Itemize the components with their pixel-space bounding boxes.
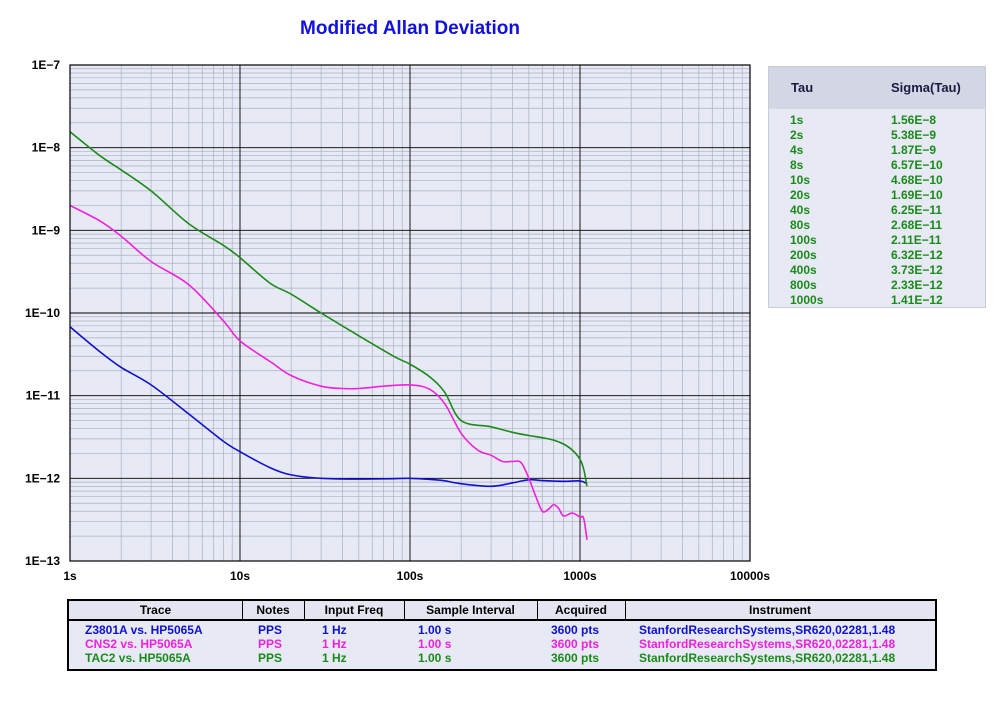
trace-cell: 1.00 s: [418, 623, 452, 637]
sigma-value: 3.73E−12: [891, 263, 943, 277]
tau-value: 100s: [790, 233, 817, 247]
trace-col-header: Trace: [69, 601, 242, 619]
tau-row: 40s 6.25E−11: [769, 202, 985, 217]
series-line-2: [69, 131, 588, 487]
tau-row: 800s 2.33E−12: [769, 277, 985, 292]
sigma-value: 1.56E−8: [891, 113, 937, 127]
trace-cell: PPS: [258, 623, 283, 637]
trace-cell: 1 Hz: [322, 637, 347, 651]
tau-row: 4s 1.87E−9: [769, 142, 985, 157]
tau-row: 1000s 1.41E−12: [769, 292, 985, 307]
trace-cell: 1 Hz: [322, 623, 347, 637]
sigma-value: 1.69E−10: [891, 188, 943, 202]
y-tick-label: 1E−8: [32, 141, 61, 155]
chart-title: Modified Allan Deviation: [300, 18, 520, 39]
x-tick-label: 10s: [230, 569, 250, 583]
sigma-header: Sigma(Tau): [891, 80, 961, 95]
sigma-value: 1.41E−12: [891, 293, 943, 307]
trace-row: TAC2 vs. HP5065A PPS 1 Hz 1.00 s 3600 pts Sta…: [69, 651, 935, 666]
trace-cell: CNS2 vs. HP5065A: [85, 637, 193, 651]
sigma-value: 4.68E−10: [891, 173, 943, 187]
trace-cell: TAC2 vs. HP5065A: [85, 651, 191, 665]
sigma-value: 1.87E−9: [891, 143, 937, 157]
trace-col-header: Input Freq: [304, 601, 404, 619]
tau-row: 20s 1.69E−10: [769, 187, 985, 202]
trace-cell: 3600 pts: [551, 637, 600, 651]
sigma-value: 2.11E−11: [891, 233, 942, 247]
tau-value: 4s: [790, 143, 804, 157]
trace-cell: 3600 pts: [551, 623, 600, 637]
x-tick-label: 1000s: [563, 569, 597, 583]
tau-row: 100s 2.11E−11: [769, 232, 985, 247]
sigma-value: 2.33E−12: [891, 278, 943, 292]
tau-row: 10s 4.68E−10: [769, 172, 985, 187]
sigma-value: 2.68E−11: [891, 218, 943, 232]
tau-row: 2s 5.38E−9: [769, 127, 985, 142]
tau-value: 80s: [790, 218, 811, 232]
series-line-0: [69, 326, 588, 488]
trace-cell: PPS: [258, 637, 283, 651]
header-separator: [69, 619, 935, 621]
column-divider: [304, 601, 305, 619]
trace-cell: StanfordResearchSystems,SR620,02281,1.48: [639, 651, 896, 665]
tau-value: 20s: [790, 188, 811, 202]
trace-row: CNS2 vs. HP5065A PPS 1 Hz 1.00 s 3600 pts Sta…: [69, 637, 935, 652]
trace-cell: StanfordResearchSystems,SR620,02281,1.48: [639, 637, 896, 651]
y-tick-label: 1E−10: [25, 306, 60, 320]
trace-table: Trace Notes Input Freq Sample Interval Acqui…: [67, 599, 937, 671]
series-line-1: [69, 204, 588, 541]
trace-cell: 1.00 s: [418, 637, 452, 651]
trace-cell: 1.00 s: [418, 651, 452, 665]
x-tick-labels: 1s 10s 100s 1000s 10000s: [63, 569, 770, 583]
trace-cell: StanfordResearchSystems,SR620,02281,1.48: [639, 623, 896, 637]
tau-row: 8s 6.57E−10: [769, 157, 985, 172]
trace-row: Z3801A vs. HP5065A PPS 1 Hz 1.00 s 3600 pts S…: [69, 623, 935, 638]
tau-row: 1s 1.56E−8: [769, 112, 985, 127]
tau-value: 10s: [790, 173, 811, 187]
tau-row: 400s 3.73E−12: [769, 262, 985, 277]
y-tick-label: 1E−9: [32, 223, 61, 237]
y-tick-label: 1E−7: [32, 58, 61, 72]
y-tick-label: 1E−11: [26, 389, 61, 403]
tau-sigma-panel: Tau Sigma(Tau) 1s 1.56E−8 2s 5.38E−9 4s 1.87E…: [768, 66, 986, 308]
trace-cell: Z3801A vs. HP5065A: [85, 623, 203, 637]
trace-col-header: Notes: [242, 601, 304, 619]
trace-col-header: Acquired: [537, 601, 625, 619]
tau-value: 200s: [790, 248, 817, 262]
column-divider: [404, 601, 405, 619]
tau-header: Tau: [791, 80, 814, 95]
y-tick-label: 1E−12: [25, 471, 60, 485]
sigma-value: 6.25E−11: [891, 203, 943, 217]
tau-value: 2s: [790, 128, 804, 142]
series-layer: [69, 131, 588, 541]
tau-value: 40s: [790, 203, 811, 217]
sigma-value: 6.57E−10: [891, 158, 943, 172]
tau-value: 1s: [790, 113, 804, 127]
tau-value: 8s: [790, 158, 804, 172]
tau-value: 1000s: [790, 293, 824, 307]
column-divider: [625, 601, 626, 619]
tau-panel-header: Tau Sigma(Tau): [769, 67, 985, 109]
tau-value: 800s: [790, 278, 817, 292]
sigma-value: 5.38E−9: [891, 128, 937, 142]
x-tick-label: 1s: [63, 569, 77, 583]
sigma-value: 6.32E−12: [891, 248, 943, 262]
trace-cell: 1 Hz: [322, 651, 347, 665]
tau-value: 400s: [790, 263, 817, 277]
trace-col-header: Instrument: [625, 601, 935, 619]
trace-cell: PPS: [258, 651, 283, 665]
y-tick-labels: 1E−13 1E−12 1E−11 1E−10 1E−9 1E−8 1E−7: [25, 58, 60, 568]
plot-frame: [69, 64, 751, 562]
y-tick-label: 1E−13: [25, 554, 60, 568]
column-divider: [537, 601, 538, 619]
allan-deviation-plot: 1s 10s 100s 1000s 10000s 1E−131E−121E−111E−1…: [25, 58, 770, 583]
trace-col-header: Sample Interval: [404, 601, 537, 619]
tau-row: 80s 2.68E−11: [769, 217, 985, 232]
trace-cell: 3600 pts: [551, 651, 600, 665]
x-tick-label: 100s: [397, 569, 424, 583]
tau-row: 200s 6.32E−12: [769, 247, 985, 262]
x-tick-label: 10000s: [730, 569, 770, 583]
column-divider: [242, 601, 243, 619]
